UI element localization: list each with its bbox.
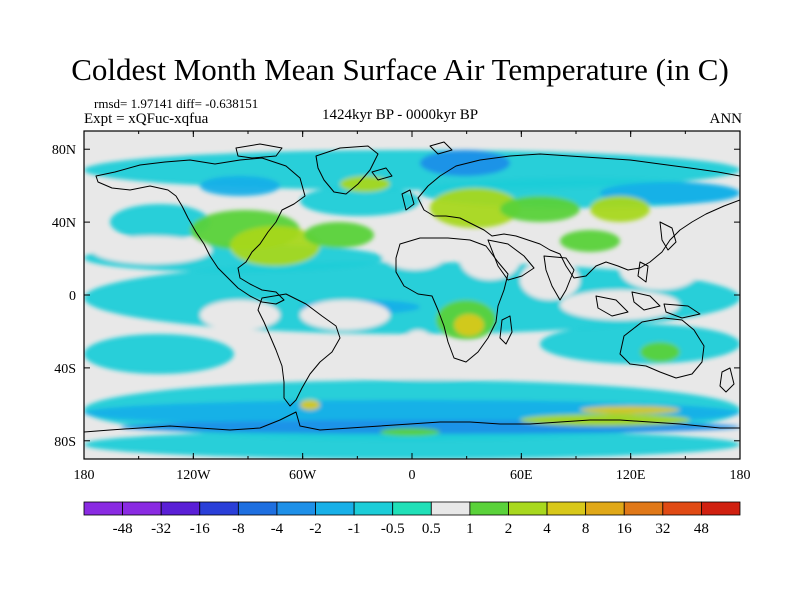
coast-iceland	[371, 167, 393, 181]
lat-tick-label: 40N	[52, 216, 76, 231]
colorbar-box	[315, 501, 355, 516]
colorbar-box	[160, 501, 201, 516]
colorbar-box	[508, 501, 548, 516]
colorbar	[83, 501, 741, 516]
experiment-label: Expt = xQFuc-xqfua	[84, 111, 209, 127]
lat-tick-label: 40S	[54, 362, 76, 377]
colorbar-label: 16	[617, 521, 633, 537]
colorbar-box	[276, 501, 316, 516]
colorbar-label: -0.5	[381, 521, 405, 537]
coast-new-guinea	[663, 303, 701, 319]
colorbar-box	[662, 501, 702, 516]
coast-africa	[395, 237, 509, 363]
lon-tick-label: 60E	[510, 468, 533, 483]
coast-svalbard	[429, 141, 453, 155]
coast-philippines	[637, 261, 649, 283]
colorbar-box	[392, 501, 432, 516]
stats-text: rmsd= 1.97141 diff= -0.638151	[94, 96, 259, 111]
coast-south-america	[257, 293, 341, 407]
coast-new-zealand	[719, 367, 735, 393]
map-title: Coldest Month Mean Surface Air Temperatu…	[71, 52, 729, 87]
coast-indonesia-1	[595, 295, 629, 317]
colorbar-label: 4	[543, 521, 551, 537]
colorbar-box	[199, 501, 239, 516]
colorbar-box	[122, 501, 162, 516]
colorbar-box	[546, 501, 587, 516]
colorbar-label: -4	[271, 521, 284, 537]
lon-tick-label: 60W	[289, 468, 317, 483]
coastlines	[84, 141, 740, 433]
colorbar-label: 1	[466, 521, 474, 537]
colorbar-label: 48	[694, 521, 709, 537]
colorbar-box	[469, 501, 509, 516]
colorbar-label: 0.5	[422, 521, 441, 537]
colorbar-box	[623, 501, 664, 516]
colorbar-label: -8	[232, 521, 245, 537]
colorbar-box	[353, 501, 394, 516]
colorbar-label: -1	[348, 521, 361, 537]
coast-arctic-islands	[235, 143, 283, 159]
lat-tick-label: 80N	[52, 143, 76, 158]
colorbar-label: 2	[505, 521, 513, 537]
lat-tick-label: 0	[69, 289, 76, 304]
coast-india	[543, 255, 575, 301]
colorbar-box	[237, 501, 278, 516]
axis-tick-labels: 180 120W 60W 0 60E 120E 180 80N 40N 0 40S 80S	[52, 143, 751, 483]
coast-arabia	[487, 239, 535, 281]
colorbar-label: -2	[309, 521, 322, 537]
colorbar-label: 32	[655, 521, 670, 537]
lat-tick-label: 80S	[54, 435, 76, 450]
colorbar-labels: -48 -32 -16 -8 -4 -2 -1 -0.5 0.5 1 2 4 8 16 32 48	[113, 521, 709, 537]
colorbar-box	[83, 501, 123, 516]
coast-indonesia-2	[631, 291, 661, 311]
colorbar-box	[701, 501, 741, 516]
colorbar-label: -16	[190, 521, 210, 537]
colorbar-box	[430, 501, 471, 516]
temperature-field	[84, 131, 740, 459]
lon-tick-label: 120E	[616, 468, 646, 483]
colorbar-label: -32	[151, 521, 171, 537]
season-label: ANN	[709, 111, 743, 127]
period-label: 1424kyr BP - 0000kyr BP	[321, 107, 479, 123]
lon-tick-label: 0	[409, 468, 416, 483]
coast-madagascar	[499, 315, 513, 345]
lon-tick-label: 120W	[176, 468, 211, 483]
coast-north-america	[95, 157, 306, 305]
coast-britain	[401, 189, 415, 211]
axis-ticks	[83, 131, 741, 459]
coast-japan	[659, 221, 677, 251]
coast-antarctica	[84, 411, 740, 433]
lon-tick-label: 180	[730, 468, 751, 483]
colorbar-box	[585, 501, 625, 516]
coast-australia	[619, 317, 705, 379]
colorbar-label: 8	[582, 521, 590, 537]
colorbar-label: -48	[113, 521, 133, 537]
coast-greenland	[315, 145, 379, 195]
lon-tick-label: 180	[74, 468, 95, 483]
